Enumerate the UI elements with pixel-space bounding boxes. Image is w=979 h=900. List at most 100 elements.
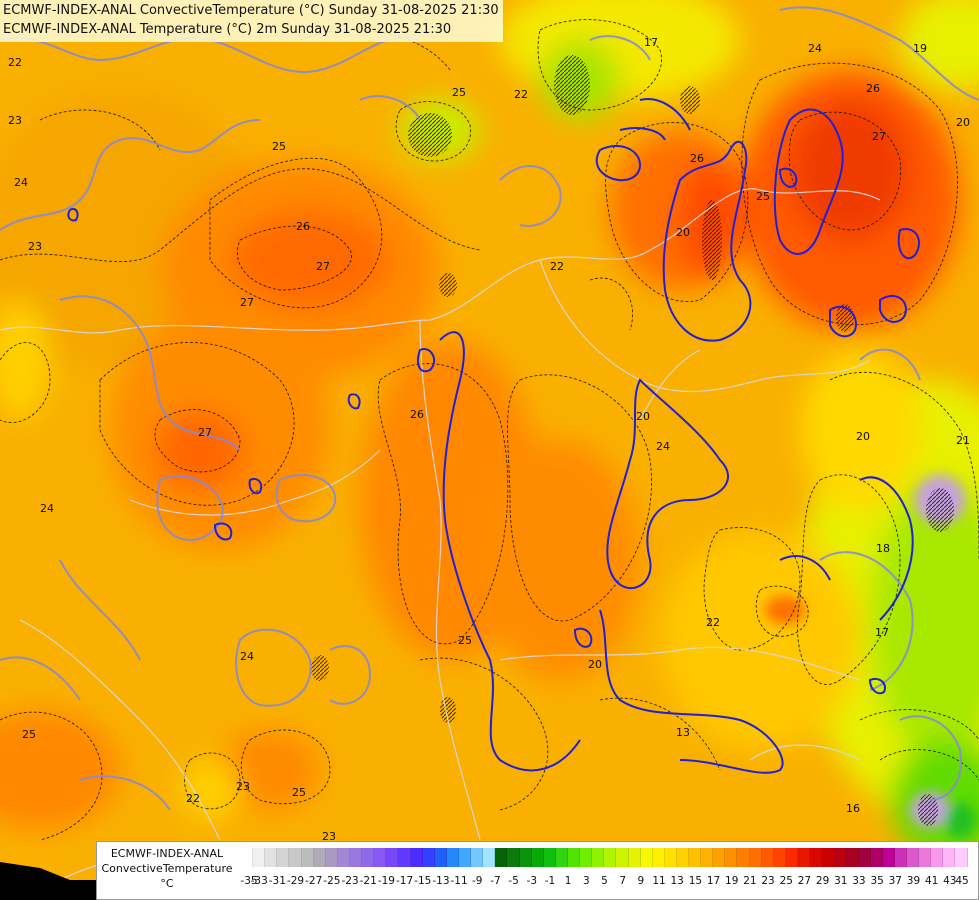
legend-tick-label: 27 bbox=[797, 875, 812, 887]
contour-label: 20 bbox=[676, 226, 690, 239]
legend-title-line-2: ConvectiveTemperature bbox=[101, 862, 233, 875]
contour-label: 26 bbox=[296, 220, 310, 233]
legend-swatch bbox=[955, 848, 968, 867]
contour-label: 20 bbox=[956, 116, 970, 129]
legend-swatch bbox=[628, 848, 641, 867]
contour-label: 20 bbox=[636, 410, 650, 423]
legend-tick-label: -3 bbox=[526, 875, 538, 887]
contour-label: 24 bbox=[14, 176, 28, 189]
legend-tick-label: -35 bbox=[240, 875, 258, 887]
legend-swatch bbox=[458, 848, 472, 867]
no-data-area bbox=[0, 862, 96, 900]
legend-swatch bbox=[592, 848, 605, 867]
legend-tick-label: -15 bbox=[414, 875, 432, 887]
legend-tick-label: -5 bbox=[508, 875, 519, 887]
legend-swatch bbox=[652, 848, 665, 867]
legend-swatch bbox=[846, 848, 859, 867]
legend-swatch bbox=[337, 848, 350, 867]
legend-swatch bbox=[567, 848, 581, 867]
contour-label: 25 bbox=[756, 190, 770, 203]
legend-tick-label: 43 bbox=[943, 875, 957, 887]
legend-swatch bbox=[870, 848, 883, 867]
legend-swatch bbox=[773, 848, 786, 867]
contour-label: 26 bbox=[866, 82, 880, 95]
legend-tick-label: -13 bbox=[432, 875, 450, 887]
legend-tick-label: 37 bbox=[888, 875, 902, 887]
legend-tick-label: -7 bbox=[490, 875, 501, 887]
contour-label: 17 bbox=[644, 36, 658, 49]
legend-swatch bbox=[640, 848, 653, 867]
contour-labels: 17 22 24 26 19 20 23 25 25 23 22 24 26 2… bbox=[8, 36, 970, 843]
legend-tick-label: -1 bbox=[544, 875, 556, 887]
contour-label: 23 bbox=[28, 240, 42, 253]
legend-swatch bbox=[834, 848, 847, 867]
legend-tick-label: -27 bbox=[305, 875, 323, 887]
legend-tick-label: 11 bbox=[652, 875, 666, 887]
contour-label: 16 bbox=[846, 802, 860, 815]
legend-swatch bbox=[919, 848, 932, 867]
contour-label: 19 bbox=[913, 42, 927, 55]
legend-swatch bbox=[664, 848, 677, 867]
legend-swatch bbox=[471, 848, 484, 867]
contour-label: 27 bbox=[316, 260, 330, 273]
color-scale-bar bbox=[241, 848, 968, 867]
legend-swatch bbox=[483, 848, 496, 867]
contour-label: 24 bbox=[240, 650, 254, 663]
contour-label: 24 bbox=[656, 440, 670, 453]
legend-tick-label: -29 bbox=[286, 875, 305, 887]
legend-swatch bbox=[858, 848, 871, 867]
legend-tick-label: 19 bbox=[725, 875, 739, 887]
legend-title: ECMWF-INDEX-ANAL ConvectiveTemperature °… bbox=[97, 846, 237, 891]
contour-label: 25 bbox=[272, 140, 286, 153]
legend-swatch bbox=[931, 848, 944, 867]
legend-swatch bbox=[519, 848, 532, 867]
contour-label: 17 bbox=[875, 626, 889, 639]
contour-label: 22 bbox=[550, 260, 564, 273]
legend-tick-label: -31 bbox=[268, 875, 286, 887]
legend-tick-label: 39 bbox=[906, 875, 921, 887]
legend-swatch bbox=[386, 848, 399, 867]
legend-tick-label: 5 bbox=[601, 875, 608, 887]
legend-tick-label: 13 bbox=[670, 875, 684, 887]
legend-tick-label: -25 bbox=[323, 875, 341, 887]
contour-label: 20 bbox=[856, 430, 870, 443]
legend-tick-label: -23 bbox=[341, 875, 359, 887]
legend-swatch bbox=[725, 848, 738, 867]
isotherm-contours bbox=[0, 19, 979, 841]
header-line-1: ECMWF-INDEX-ANAL ConvectiveTemperature (… bbox=[3, 3, 499, 18]
legend-swatch bbox=[749, 848, 762, 867]
contour-label: 23 bbox=[322, 830, 336, 843]
convective-hatch-areas bbox=[311, 55, 954, 826]
legend-unit: °C bbox=[160, 877, 174, 890]
contour-label: 20 bbox=[588, 658, 602, 671]
legend-swatch bbox=[713, 848, 726, 867]
contour-label: 18 bbox=[876, 542, 890, 555]
contour-label: 22 bbox=[186, 792, 200, 805]
legend-swatch bbox=[253, 848, 266, 867]
legend-swatch bbox=[434, 848, 447, 867]
legend-tick-label: 25 bbox=[779, 875, 793, 887]
legend-tick-label: 21 bbox=[743, 875, 757, 887]
legend-swatch bbox=[422, 848, 435, 867]
legend-swatch bbox=[410, 848, 423, 867]
legend-swatch bbox=[301, 848, 314, 867]
convective-temperature-contours bbox=[67, 98, 920, 774]
legend-swatch bbox=[289, 848, 302, 867]
legend-swatch bbox=[689, 848, 702, 867]
legend-tick-label: 23 bbox=[761, 875, 775, 887]
contour-label: 25 bbox=[292, 786, 306, 799]
legend-swatch bbox=[374, 848, 387, 867]
contour-label: 22 bbox=[706, 616, 720, 629]
legend-swatch bbox=[446, 848, 459, 867]
legend-swatch bbox=[495, 848, 508, 867]
legend-swatch bbox=[798, 848, 811, 867]
contour-label: 21 bbox=[956, 434, 970, 447]
border-lines bbox=[0, 188, 881, 881]
legend-tick-label: 33 bbox=[852, 875, 866, 887]
legend-tick-label: 29 bbox=[815, 875, 830, 887]
legend-tick-label: -9 bbox=[472, 875, 483, 887]
legend-swatch bbox=[313, 848, 326, 867]
legend-swatch bbox=[277, 848, 290, 867]
legend-swatch bbox=[943, 848, 956, 867]
